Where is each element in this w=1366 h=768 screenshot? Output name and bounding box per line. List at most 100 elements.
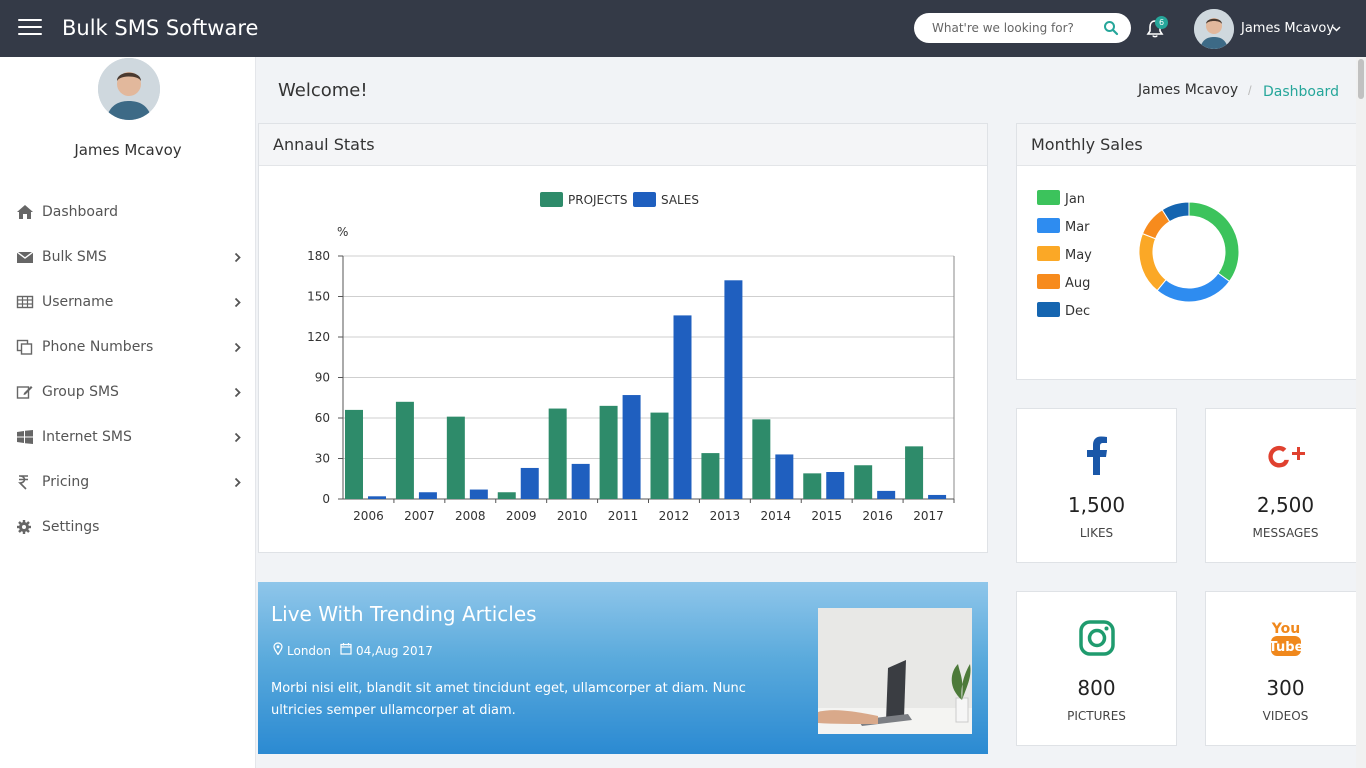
x-tick-label: 2013 (710, 509, 741, 523)
article-title[interactable]: Live With Trending Articles (271, 602, 537, 626)
article-location: London (287, 644, 331, 658)
stat-card-pictures[interactable]: 800 PICTURES (1016, 591, 1177, 746)
sidebar-avatar (98, 58, 160, 120)
legend-swatch (1037, 218, 1060, 233)
chevron-right-icon (234, 297, 241, 308)
panel-header: Monthly Sales (1017, 124, 1365, 166)
monthly-sales-chart: Jan Mar May Aug Dec (1037, 190, 1240, 319)
y-tick-label: 120 (307, 330, 330, 344)
sidebar-item-bulk-sms[interactable]: Bulk SMS (0, 237, 256, 277)
annual-stats-chart: PROJECTS SALES% 0 30 60 90 120 150 180 2006 2007 20… (307, 192, 955, 523)
stat-card-likes[interactable]: 1,500 LIKES (1016, 408, 1177, 563)
sidebar-item-label: Username (42, 294, 114, 310)
bar-sales (724, 280, 743, 499)
bar-projects (752, 419, 771, 499)
bar-projects (701, 453, 720, 499)
sidebar-item-label: Pricing (42, 474, 90, 490)
sidebar-item-internet-sms[interactable]: Internet SMS (0, 417, 256, 457)
avatar[interactable] (1194, 9, 1234, 49)
legend-swatch (1037, 190, 1060, 205)
panel-title: Annaul Stats (273, 135, 375, 154)
legend-label: Jan (1064, 192, 1085, 207)
page-scrollbar[interactable] (1356, 57, 1366, 768)
table-icon (16, 295, 34, 309)
bar-projects (803, 473, 822, 499)
article-body: Morbi nisi elit, blandit sit amet tincid… (271, 681, 746, 718)
sidebar-item-label: Group SMS (42, 384, 119, 400)
donut-slice-dec (1161, 201, 1190, 223)
instagram-icon (1078, 620, 1115, 656)
edit-icon (16, 386, 33, 399)
sidebar-item-group-sms[interactable]: Group SMS (0, 372, 256, 412)
chevron-right-icon (234, 432, 241, 443)
stat-label: PICTURES (1067, 709, 1126, 723)
article-image (818, 608, 972, 734)
bar-projects (854, 465, 873, 499)
y-tick-label: 90 (315, 371, 330, 385)
scrollbar-thumb[interactable] (1358, 59, 1364, 99)
x-tick-label: 2007 (404, 509, 435, 523)
legend-swatch (1037, 246, 1060, 261)
sidebar: James Mcavoy Dashboard Bulk SMS Username… (0, 57, 256, 768)
sidebar-item-pricing[interactable]: Pricing (0, 462, 256, 502)
search-icon[interactable] (1103, 20, 1119, 36)
donut-slice-may (1138, 232, 1167, 292)
sidebar-item-phone-numbers[interactable]: Phone Numbers (0, 327, 256, 367)
x-tick-label: 2017 (913, 509, 944, 523)
breadcrumb-user[interactable]: James Mcavoy (1138, 82, 1239, 98)
menu-toggle-icon[interactable] (18, 19, 42, 37)
bar-sales (928, 494, 947, 499)
x-tick-label: 2016 (862, 509, 893, 523)
legend-label: May (1065, 248, 1092, 263)
bar-sales (469, 489, 488, 499)
svg-text:Tube: Tube (1268, 640, 1303, 655)
user-name[interactable]: James Mcavoy (1241, 21, 1335, 36)
legend-swatch (540, 192, 563, 207)
legend-label: Dec (1065, 304, 1090, 319)
y-tick-label: 180 (307, 249, 330, 263)
stat-card-messages[interactable]: 2,500 MESSAGES (1205, 408, 1366, 563)
sidebar-item-dashboard[interactable]: Dashboard (0, 192, 256, 232)
stat-label: LIKES (1079, 526, 1114, 540)
search-input[interactable] (932, 19, 1092, 37)
stat-card-videos[interactable]: You Tube 300 VIDEOS (1205, 591, 1366, 746)
article-banner[interactable]: Live With Trending Articles London 04,Au… (258, 582, 988, 754)
sidebar-user-name: James Mcavoy (74, 141, 182, 159)
bar-projects (548, 408, 567, 499)
sidebar-item-settings[interactable]: Settings (0, 507, 256, 547)
stat-value: 800 (1077, 676, 1116, 700)
breadcrumb-current[interactable]: Dashboard (1263, 84, 1339, 100)
stat-value: 300 (1266, 676, 1305, 700)
app-title: Bulk SMS Software (62, 16, 259, 40)
bar-sales (520, 467, 539, 499)
google-plus-icon (1267, 445, 1305, 468)
search-box[interactable] (914, 13, 1131, 43)
top-bar: Bulk SMS Software 6 James Mcavoy (0, 0, 1366, 57)
x-tick-label: 2014 (761, 509, 792, 523)
gear-icon (17, 520, 31, 534)
bar-projects (599, 405, 618, 499)
donut-slice-jan (1188, 201, 1240, 283)
sidebar-item-username[interactable]: Username (0, 282, 256, 322)
y-tick-label: 60 (315, 411, 330, 425)
bar-sales (775, 454, 794, 499)
chevron-down-icon[interactable] (1332, 26, 1341, 32)
monthly-sales-panel: Monthly Sales Jan Mar May Aug Dec (1016, 123, 1366, 380)
map-marker-icon (273, 642, 283, 655)
bar-projects (905, 446, 924, 499)
legend-label: PROJECTS (568, 193, 627, 207)
y-tick-label: 30 (315, 452, 330, 466)
bar-sales (673, 315, 692, 499)
panel-header: Annaul Stats (259, 124, 987, 166)
x-tick-label: 2006 (353, 509, 384, 523)
stat-label: VIDEOS (1262, 709, 1309, 723)
x-tick-label: 2015 (811, 509, 842, 523)
legend-label: SALES (661, 193, 699, 207)
bar-sales (368, 496, 386, 499)
chevron-right-icon (234, 252, 241, 263)
sidebar-item-label: Phone Numbers (42, 339, 154, 355)
bar-projects (345, 409, 363, 499)
x-tick-label: 2009 (506, 509, 537, 523)
legend-swatch (633, 192, 656, 207)
legend-swatch (1037, 274, 1060, 289)
